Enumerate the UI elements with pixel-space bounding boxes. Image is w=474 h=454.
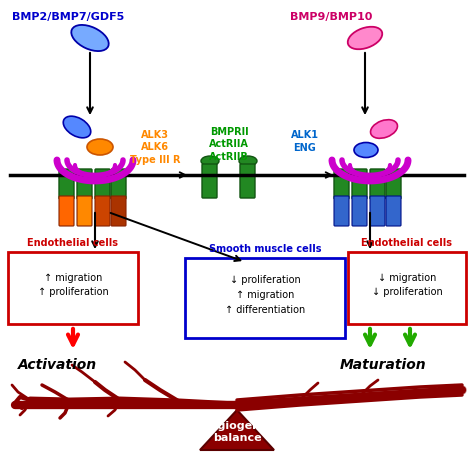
Ellipse shape	[71, 25, 109, 51]
Ellipse shape	[348, 27, 382, 49]
Text: Endothelial cells: Endothelial cells	[27, 238, 118, 248]
Text: BMP9/BMP10: BMP9/BMP10	[290, 12, 373, 22]
FancyBboxPatch shape	[202, 164, 217, 198]
FancyBboxPatch shape	[59, 196, 74, 226]
FancyBboxPatch shape	[352, 169, 367, 199]
FancyBboxPatch shape	[8, 252, 138, 324]
FancyBboxPatch shape	[240, 164, 255, 198]
FancyBboxPatch shape	[386, 169, 401, 199]
FancyBboxPatch shape	[95, 196, 110, 226]
FancyBboxPatch shape	[185, 258, 345, 338]
FancyBboxPatch shape	[77, 169, 92, 199]
FancyBboxPatch shape	[370, 169, 385, 199]
FancyBboxPatch shape	[111, 169, 126, 199]
FancyBboxPatch shape	[334, 196, 349, 226]
Text: ↓ migration
↓ proliferation: ↓ migration ↓ proliferation	[372, 272, 442, 297]
Polygon shape	[200, 410, 274, 450]
Text: Angiogenic
balance: Angiogenic balance	[202, 421, 272, 443]
Text: Endothelial cells: Endothelial cells	[362, 238, 453, 248]
FancyBboxPatch shape	[95, 169, 110, 199]
Ellipse shape	[354, 143, 378, 158]
FancyBboxPatch shape	[334, 169, 349, 199]
Ellipse shape	[371, 120, 398, 138]
Text: ALK3
ALK6
Type III R: ALK3 ALK6 Type III R	[130, 130, 180, 165]
Ellipse shape	[87, 139, 113, 155]
FancyBboxPatch shape	[77, 196, 92, 226]
Ellipse shape	[63, 116, 91, 138]
Text: BMPRII
ActRIIA
ActRIIB: BMPRII ActRIIA ActRIIB	[209, 127, 249, 162]
Ellipse shape	[201, 156, 219, 166]
FancyBboxPatch shape	[352, 196, 367, 226]
Ellipse shape	[239, 156, 257, 166]
FancyBboxPatch shape	[348, 252, 466, 324]
Text: Activation: Activation	[18, 358, 97, 372]
FancyBboxPatch shape	[386, 196, 401, 226]
Text: Smooth muscle cells: Smooth muscle cells	[209, 244, 321, 254]
Text: ↑ migration
↑ proliferation: ↑ migration ↑ proliferation	[37, 272, 109, 297]
FancyBboxPatch shape	[370, 196, 385, 226]
Text: ↓ proliferation
↑ migration
↑ differentiation: ↓ proliferation ↑ migration ↑ differenti…	[225, 275, 305, 315]
FancyBboxPatch shape	[59, 169, 74, 199]
Text: ALK1
ENG: ALK1 ENG	[291, 130, 319, 153]
FancyBboxPatch shape	[111, 196, 126, 226]
Text: BMP2/BMP7/GDF5: BMP2/BMP7/GDF5	[12, 12, 124, 22]
Text: Maturation: Maturation	[340, 358, 427, 372]
